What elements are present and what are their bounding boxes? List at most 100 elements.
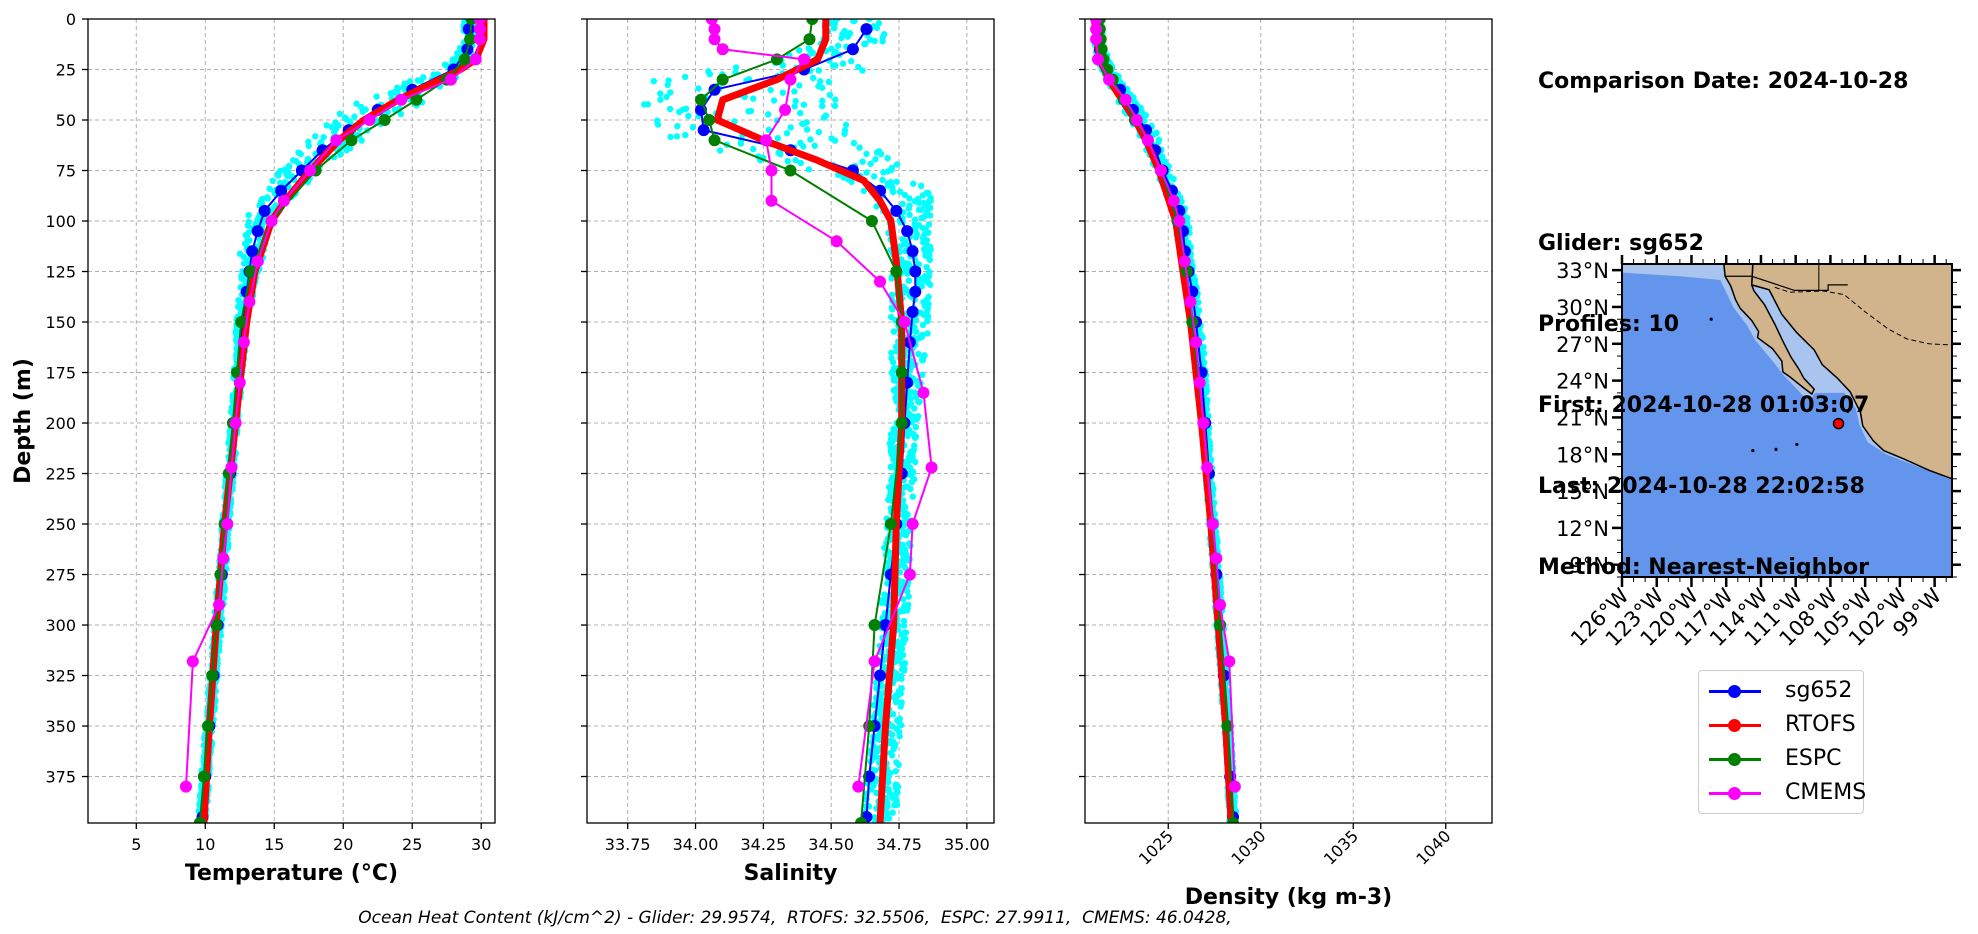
glider-sample-point xyxy=(906,427,913,434)
glider-sample-point xyxy=(807,136,814,143)
glider-sample-point xyxy=(805,166,813,173)
y-tick-label: 300 xyxy=(45,616,76,635)
map-lat-label: 15°N xyxy=(1556,480,1609,504)
series-marker-cmems xyxy=(1091,53,1104,66)
glider-sample-point xyxy=(888,752,896,759)
y-tick-label: 0 xyxy=(66,10,76,29)
glider-sample-point xyxy=(274,172,282,179)
glider-sample-point xyxy=(641,101,648,108)
series-marker-cmems xyxy=(444,73,457,86)
series-marker-cmems xyxy=(765,164,778,177)
glider-sample-point xyxy=(887,439,895,446)
glider-sample-point xyxy=(737,140,745,147)
series-marker-sg652 xyxy=(697,124,710,137)
glider-sample-point xyxy=(838,34,845,42)
glider-sample-point xyxy=(895,761,902,769)
series-line-cmems xyxy=(1095,19,1236,788)
glider-sample-point xyxy=(666,105,674,113)
glider-sample-point xyxy=(867,786,875,793)
glider-sample-point xyxy=(900,484,907,491)
series-marker-cmems xyxy=(473,23,486,36)
series-marker-cmems xyxy=(243,295,256,308)
series-marker-espc xyxy=(345,134,358,147)
glider-sample-point xyxy=(873,24,881,32)
glider-sample-point xyxy=(898,675,905,682)
glider-sample-point xyxy=(887,463,895,470)
glider-sample-point xyxy=(924,330,931,337)
glider-sample-point xyxy=(830,62,837,69)
glider-sample-point xyxy=(893,178,900,185)
glider-sample-point xyxy=(870,701,878,709)
glider-sample-point xyxy=(894,783,902,791)
series-marker-espc xyxy=(806,19,819,25)
series-marker-cmems xyxy=(1130,114,1143,127)
glider-sample-point xyxy=(887,431,895,438)
glider-sample-point xyxy=(927,197,934,205)
glider-sample-point xyxy=(915,350,922,358)
profile-panels: 5 10 15 20 25 3002550751001251501752002252502… xyxy=(11,10,1493,910)
series-marker-cmems xyxy=(1223,655,1236,668)
glider-sample-point xyxy=(803,119,811,126)
series-marker-espc xyxy=(210,619,223,632)
glider-sample-point xyxy=(896,243,903,250)
y-tick-label: 275 xyxy=(45,566,76,585)
series-marker-cmems xyxy=(277,194,290,207)
series-marker-espc xyxy=(202,720,215,733)
series-marker-cmems xyxy=(917,386,930,399)
series-rtofs xyxy=(713,19,906,823)
glider-sample-point xyxy=(650,77,658,85)
glider-sample-point xyxy=(889,710,897,718)
map-lat-label: 18°N xyxy=(1556,443,1609,467)
glider-sample-point xyxy=(897,722,905,729)
baja-california xyxy=(1723,264,1816,396)
glider-sample-point xyxy=(924,318,931,325)
y-tick-label: 75 xyxy=(56,162,76,181)
plot-area xyxy=(179,19,488,823)
glider-sample-point xyxy=(877,692,885,699)
glider-sample-point xyxy=(750,95,757,102)
series-marker-cmems xyxy=(1103,73,1116,86)
series-marker-sg652 xyxy=(906,245,919,258)
map-lat-label: 21°N xyxy=(1556,406,1609,430)
series-line-espc xyxy=(1098,19,1234,823)
glider-sample-point xyxy=(779,89,787,96)
glider-sample-point xyxy=(899,607,907,615)
series-marker-cmems xyxy=(225,461,238,474)
axes-frame xyxy=(1084,18,1493,824)
glider-sample-point xyxy=(908,478,916,486)
glider-sample-point xyxy=(767,86,774,94)
glider-sample-point xyxy=(842,121,850,129)
glider-sample-point xyxy=(682,105,690,112)
x-axis-label: Salinity xyxy=(744,861,838,886)
profile-panel-1: 5 10 15 20 25 3002550751001251501752002252502… xyxy=(11,10,496,886)
glider-sample-point xyxy=(885,779,892,786)
glider-sample-point xyxy=(1170,175,1177,183)
mainland xyxy=(1750,264,1952,480)
x-tick-label: 30 xyxy=(471,835,491,854)
map-lat-label: 12°N xyxy=(1556,517,1609,541)
glider-sample-point xyxy=(913,393,920,401)
glider-sample-point xyxy=(796,109,804,117)
series-marker-sg652 xyxy=(258,204,271,217)
info-line-blank xyxy=(1538,149,1908,176)
series-marker-sg652 xyxy=(860,23,873,36)
series-marker-cmems xyxy=(1167,194,1180,207)
glider-sample-point xyxy=(896,733,903,740)
legend-marker-cmems xyxy=(1728,787,1741,800)
glider-sample-point xyxy=(907,485,914,493)
glider-sample-point xyxy=(351,113,358,120)
glider-sample-point xyxy=(667,89,674,96)
x-tick-label: 34.25 xyxy=(740,835,786,854)
series-marker-cmems xyxy=(1201,461,1214,474)
series-marker-cmems xyxy=(868,655,881,668)
glider-sample-point xyxy=(904,270,911,277)
glider-sample-point xyxy=(888,349,895,356)
glider-sample-point xyxy=(910,180,917,187)
series-marker-sg652 xyxy=(462,23,475,36)
glider-sample-point xyxy=(919,321,927,329)
x-tick-label: 15 xyxy=(264,835,284,854)
legend-item-rtofs: RTOFS xyxy=(1699,709,1863,743)
series-marker-espc xyxy=(193,817,206,823)
glider-sample-point xyxy=(810,74,817,82)
island xyxy=(1774,447,1778,451)
